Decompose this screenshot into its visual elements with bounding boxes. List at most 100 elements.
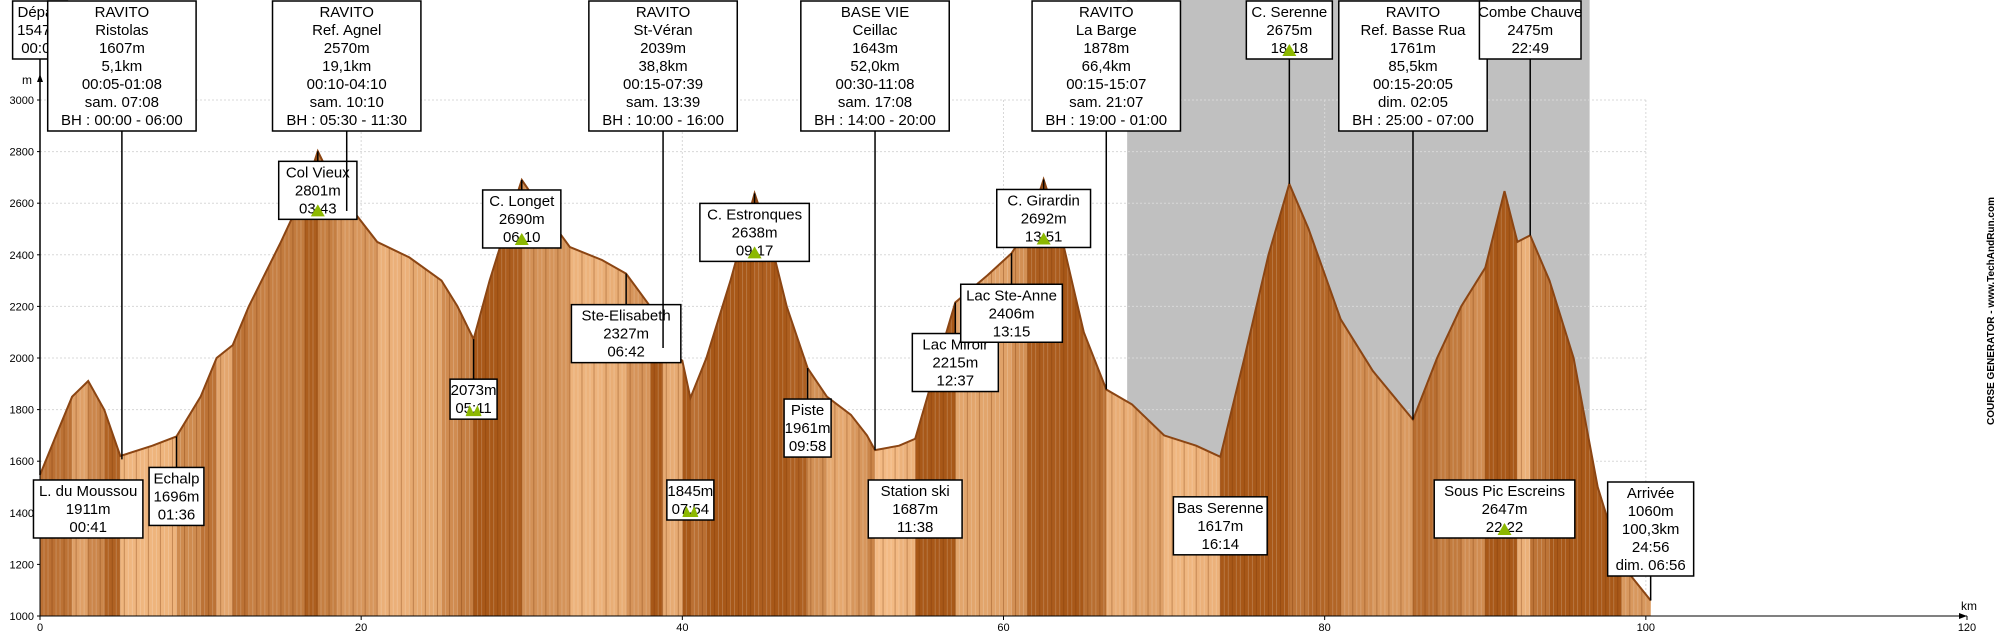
checkpoint-box [1338, 0, 1488, 132]
checkpoint-text: 1878m [1083, 40, 1129, 57]
checkpoint-text: Arrivée [1627, 485, 1675, 502]
checkpoint-text: 00:15-20:05 [1373, 76, 1453, 93]
checkpoint-text: sam. 07:08 [85, 94, 159, 111]
checkpoint-box [867, 479, 963, 539]
checkpoint-summit: Col Vieux2801m03:43 [277, 151, 358, 221]
checkpoint-box [449, 378, 498, 420]
checkpoint-box [911, 332, 1000, 393]
checkpoint-ravito: RAVITORistolas1607m5,1km00:05-01:08sam. … [46, 0, 197, 460]
profile-segment [1083, 151, 1107, 616]
checkpoint-text: 19,1km [322, 58, 371, 75]
y-tick-label: 1400 [10, 508, 34, 520]
checkpoint-text: sam. 13:39 [626, 94, 700, 111]
checkpoint-text: 2570m [324, 40, 370, 57]
checkpoint-box [277, 160, 358, 221]
checkpoint-text: BH : 05:30 - 11:30 [286, 112, 407, 129]
y-tick-label: 1000 [10, 611, 34, 623]
checkpoint-text: 1845m [667, 483, 713, 500]
checkpoint-text: 00:15-07:39 [623, 76, 703, 93]
checkpoint-text: 05:11 [455, 400, 491, 417]
summit-icon [747, 246, 762, 259]
checkpoint-text: 13:15 [993, 323, 1031, 340]
profile-segment [505, 151, 523, 616]
checkpoint-text: 00:15-15:07 [1066, 76, 1146, 93]
checkpoint-text: 1911m [66, 501, 111, 518]
checkpoint-box [800, 0, 950, 132]
checkpoint-text: 22:49 [1511, 40, 1549, 57]
y-tick-label: 2000 [10, 353, 34, 365]
col-icon [465, 405, 482, 417]
checkpoint-box [1606, 481, 1695, 577]
profile-segment [754, 151, 772, 616]
checkpoint-text: 2638m [732, 224, 778, 241]
y-tick-label: 2400 [10, 250, 34, 262]
checkpoint-text: 2692m [1021, 210, 1067, 227]
checkpoint-text: 2215m [932, 355, 978, 372]
y-tick-label: 3000 [10, 95, 34, 107]
x-axis-title: km [1961, 599, 1977, 613]
summit-icon [514, 232, 529, 245]
x-tick-label: 40 [676, 622, 688, 634]
checkpoint-text: C. Longet [489, 193, 555, 210]
checkpoint-text: 1607m [99, 40, 145, 57]
checkpoint-summit: C. Longet2690m06:10 [481, 179, 562, 249]
checkpoint-text: Ceillac [853, 22, 899, 39]
checkpoint-text: 2039m [640, 40, 686, 57]
checkpoint-text: C. Girardin [1007, 192, 1080, 209]
checkpoint-text: 1643m [852, 40, 898, 57]
profile-segment [304, 151, 319, 616]
checkpoint-box [271, 0, 422, 132]
checkpoint-box [1031, 0, 1182, 132]
checkpoint-text: dim. 06:56 [1616, 557, 1686, 574]
checkpoint-text: sam. 10:10 [310, 94, 384, 111]
checkpoint-text: 2327m [603, 326, 649, 343]
checkpoint-text: Station ski [881, 483, 950, 500]
profile-segment [786, 151, 809, 616]
y-tick-label: 1200 [10, 559, 34, 571]
summit-icon [310, 204, 325, 217]
checkpoint-text: 09:58 [789, 438, 827, 455]
checkpoint-text: 85,5km [1388, 58, 1437, 75]
brand-watermark: COURSE GENERATOR - www.TechAndRun.com [1986, 197, 1997, 425]
checkpoint-text: BH : 10:00 - 16:00 [602, 112, 724, 129]
checkpoint-box [46, 0, 197, 132]
checkpoint-box [32, 479, 144, 539]
profile-segment [1268, 151, 1290, 616]
checkpoint-text: sam. 21:07 [1069, 94, 1143, 111]
checkpoint-box [959, 283, 1064, 344]
checkpoint-box [699, 202, 811, 263]
col-icon [682, 506, 699, 517]
checkpoint-text: Lac Ste-Anne [966, 287, 1057, 304]
checkpoint-text: 06:42 [607, 344, 645, 361]
checkpoint-text: 16:14 [1202, 536, 1240, 553]
y-tick-label: 2200 [10, 301, 34, 313]
checkpoint-summit: C. Girardin2692m13:51 [995, 179, 1092, 249]
checkpoint-box [588, 0, 739, 132]
checkpoint-text: 2801m [295, 182, 341, 199]
checkpoint-text: RAVITO [95, 4, 149, 21]
checkpoint-text: 2675m [1266, 22, 1312, 39]
checkpoint-text: 100,3km [1622, 521, 1680, 538]
checkpoint-summit: Sous Pic Escreins2647m22:22 [1433, 479, 1576, 539]
checkpoint-text: L. du Moussou [39, 483, 137, 500]
profile-segment [1289, 151, 1310, 616]
checkpoint-base: BASE VIECeillac1643m52,0km00:30-11:08sam… [800, 0, 950, 451]
checkpoint-text: RAVITO [319, 4, 373, 21]
checkpoint-box [666, 479, 715, 521]
summit-icon [1036, 232, 1051, 245]
x-axis-arrow [1959, 613, 1967, 619]
checkpoint-text: BH : 25:00 - 07:00 [1352, 112, 1474, 129]
checkpoint-text: 1060m [1628, 503, 1674, 520]
checkpoint-labels: Départ1547m00:00RAVITORistolas1607m5,1km… [11, 0, 1695, 601]
checkpoint-text: Col Vieux [286, 164, 350, 181]
checkpoint-text: Ste-Elisabeth [582, 308, 671, 325]
